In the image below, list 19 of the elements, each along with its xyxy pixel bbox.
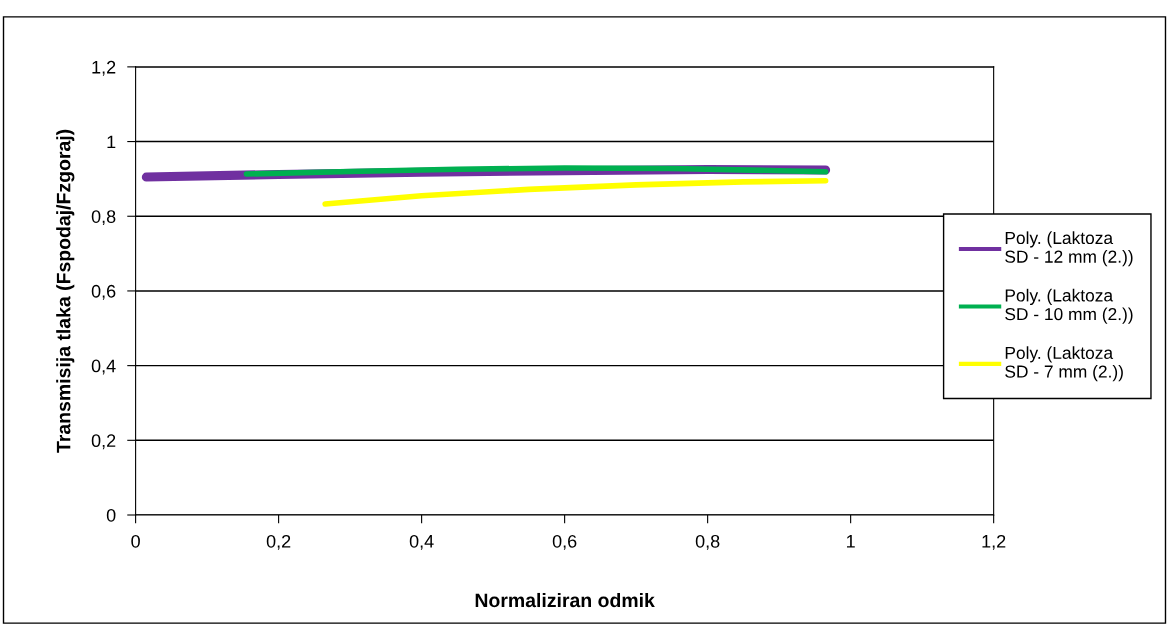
x-tick-label: 0,2	[266, 534, 291, 550]
y-tick-label: 0,6	[91, 284, 116, 300]
y-axis-title: Transmisija tlaka (Fspodaj/Fzgoraj)	[56, 129, 75, 453]
x-tick-label: 0,6	[552, 534, 577, 550]
legend-label: Poly. (Laktoza SD - 12 mm (2.))	[1005, 231, 1133, 267]
y-tick-label: 0,8	[91, 210, 116, 226]
x-tick-label: 0,8	[695, 534, 720, 550]
x-tick-label: 1	[847, 535, 855, 548]
legend-label: Poly. (Laktoza SD - 10 mm (2.))	[1005, 288, 1133, 324]
x-axis-title: Normaliziran odmik	[475, 592, 655, 608]
y-tick-label: 0,2	[91, 434, 116, 450]
x-tick-label: 0	[131, 534, 140, 548]
x-tick-label: 1,2	[982, 534, 1006, 550]
x-tick-label: 0,4	[409, 534, 434, 550]
y-tick-label: 1	[107, 135, 116, 149]
y-tick-label: 0,4	[91, 359, 116, 375]
y-tick-label: 1,2	[92, 60, 116, 76]
y-tick-label: 0	[106, 508, 116, 522]
legend-label: Poly. (Laktoza SD - 7 mm (2.))	[1005, 346, 1123, 382]
